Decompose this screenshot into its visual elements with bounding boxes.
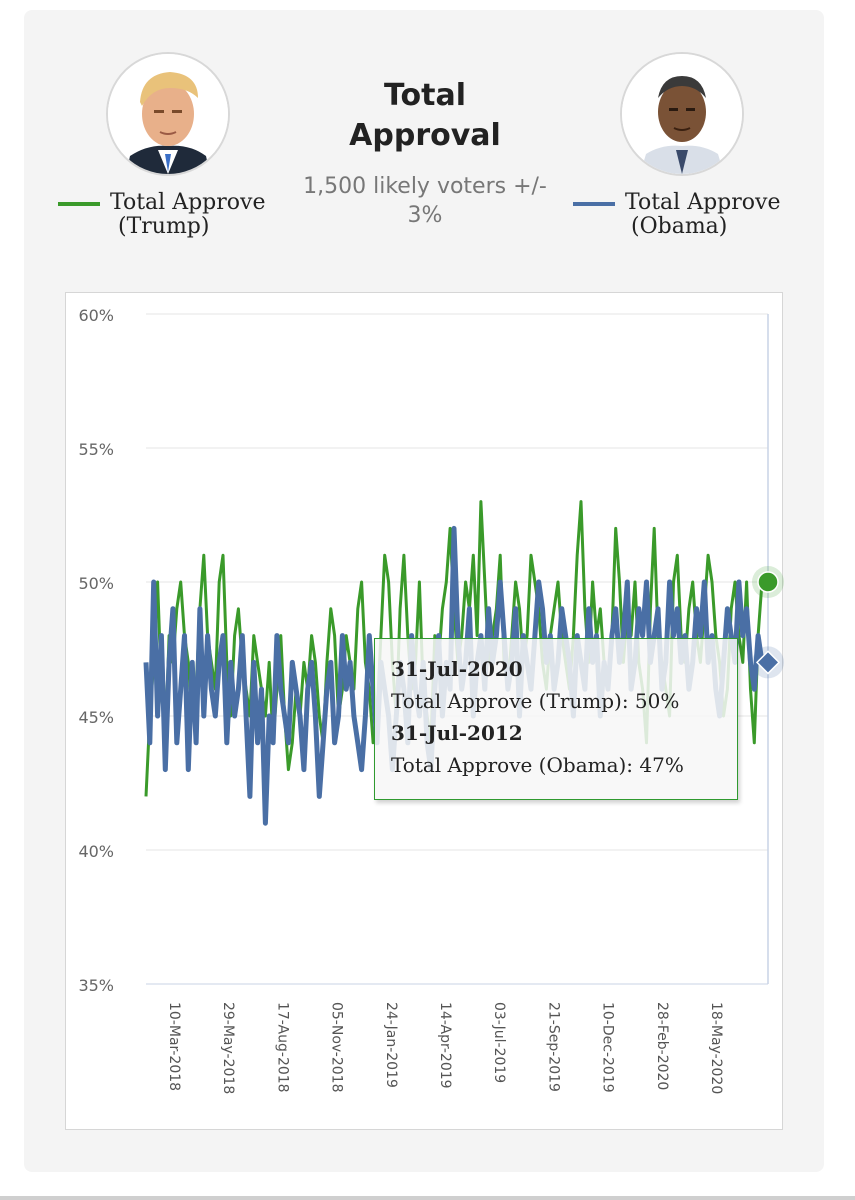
x-tick-label: 29-May-2018: [220, 1002, 236, 1094]
x-tick-label: 24-Jan-2019: [383, 1002, 399, 1088]
chart-subtitle: 1,500 likely voters +/- 3%: [303, 174, 547, 228]
series-line-obama: [143, 525, 765, 826]
x-tick-label: 10-Mar-2018: [166, 1002, 182, 1091]
x-tick-label: 05-Nov-2018: [329, 1002, 345, 1093]
legend-swatch-obama: [573, 202, 615, 206]
tooltip-value-trump: Total Approve (Trump): 50%: [391, 689, 680, 713]
y-tick-label: 55%: [78, 440, 114, 459]
legend-sublabel-obama: (Obama): [631, 214, 728, 239]
highlight-point-obama: [755, 650, 781, 675]
y-tick-label: 45%: [78, 708, 114, 727]
x-tick-label: 17-Aug-2018: [274, 1002, 290, 1093]
y-tick-label: 40%: [78, 842, 114, 861]
y-tick-label: 35%: [78, 976, 114, 995]
y-tick-label: 60%: [78, 306, 114, 325]
legend-label-obama: Total Approve: [625, 190, 781, 215]
trump-portrait-image: [108, 54, 228, 174]
highlight-point-trump: [757, 571, 779, 593]
tooltip-date-obama: 31-Jul-2012: [391, 721, 523, 745]
x-tick-label: 10-Dec-2019: [600, 1002, 616, 1093]
legend-swatch-trump: [58, 202, 100, 206]
tooltip-date-trump: 31-Jul-2020: [391, 657, 523, 681]
legend-sublabel-trump: (Trump): [118, 214, 210, 239]
y-tick-label: 50%: [78, 574, 114, 593]
obama-avatar: [620, 52, 744, 176]
trump-avatar: [106, 52, 230, 176]
bottom-divider: [0, 1196, 855, 1200]
legend-label-trump: Total Approve: [110, 190, 266, 215]
x-tick-label: 21-Sep-2019: [545, 1002, 561, 1092]
obama-portrait-image: [622, 54, 742, 174]
x-tick-label: 18-May-2020: [708, 1002, 724, 1094]
chart-tooltip: 31-Jul-2020 Total Approve (Trump): 50% 3…: [374, 638, 738, 800]
tooltip-value-obama: Total Approve (Obama): 47%: [391, 753, 684, 777]
x-tick-label: 28-Feb-2020: [654, 1002, 670, 1090]
x-tick-label: 03-Jul-2019: [491, 1002, 507, 1083]
chart-title: Total Approval: [349, 78, 501, 153]
x-tick-label: 14-Apr-2019: [437, 1002, 453, 1089]
